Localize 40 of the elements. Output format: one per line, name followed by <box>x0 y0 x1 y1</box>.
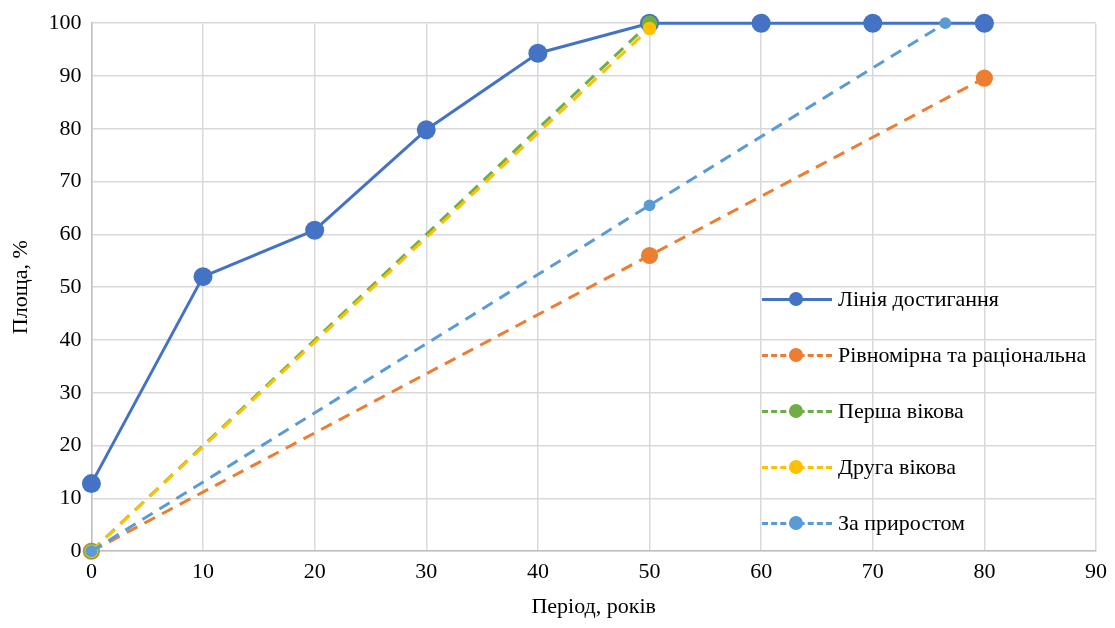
x-tick-label: 90 <box>1085 558 1107 584</box>
point <box>81 474 101 494</box>
point <box>974 13 994 33</box>
point <box>305 220 325 240</box>
y-tick-label: 60 <box>59 220 82 246</box>
point <box>193 267 213 287</box>
x-tick-label: 30 <box>415 558 438 584</box>
y-tick-label: 40 <box>59 325 82 351</box>
legend-label: Друга вікова <box>838 454 956 481</box>
y-tick-label: 70 <box>59 167 82 193</box>
point <box>863 13 883 33</box>
point <box>643 199 656 212</box>
point <box>416 120 436 140</box>
y-tick-label: 100 <box>48 8 82 34</box>
legend-label: Рівномірна та раціональна <box>838 342 1087 369</box>
x-tick-label: 40 <box>526 558 549 584</box>
legend-label: Лінія достигання <box>838 286 999 313</box>
y-tick-label: 50 <box>59 272 82 298</box>
x-tick-label: 20 <box>303 558 326 584</box>
point <box>642 21 657 36</box>
x-tick-label: 60 <box>750 558 773 584</box>
x-axis-title: Період, років <box>531 592 656 618</box>
y-tick-label: 80 <box>59 114 82 140</box>
x-tick-label: 70 <box>861 558 884 584</box>
x-tick-label: 50 <box>638 558 661 584</box>
y-tick-label: 30 <box>59 378 82 404</box>
point <box>939 17 952 30</box>
y-tick-label: 0 <box>70 536 82 562</box>
point <box>751 13 771 33</box>
point <box>640 246 659 265</box>
point <box>975 69 993 87</box>
y-tick-label: 20 <box>59 431 82 457</box>
y-tick-label: 90 <box>59 61 82 87</box>
y-axis-title: Площа, % <box>6 240 32 335</box>
x-tick-label: 10 <box>192 558 215 584</box>
legend-label: Перша вікова <box>838 398 964 425</box>
y-tick-label: 10 <box>59 484 82 510</box>
point <box>528 43 548 63</box>
legend-label: За приростом <box>838 510 965 537</box>
x-tick-label: 80 <box>973 558 996 584</box>
